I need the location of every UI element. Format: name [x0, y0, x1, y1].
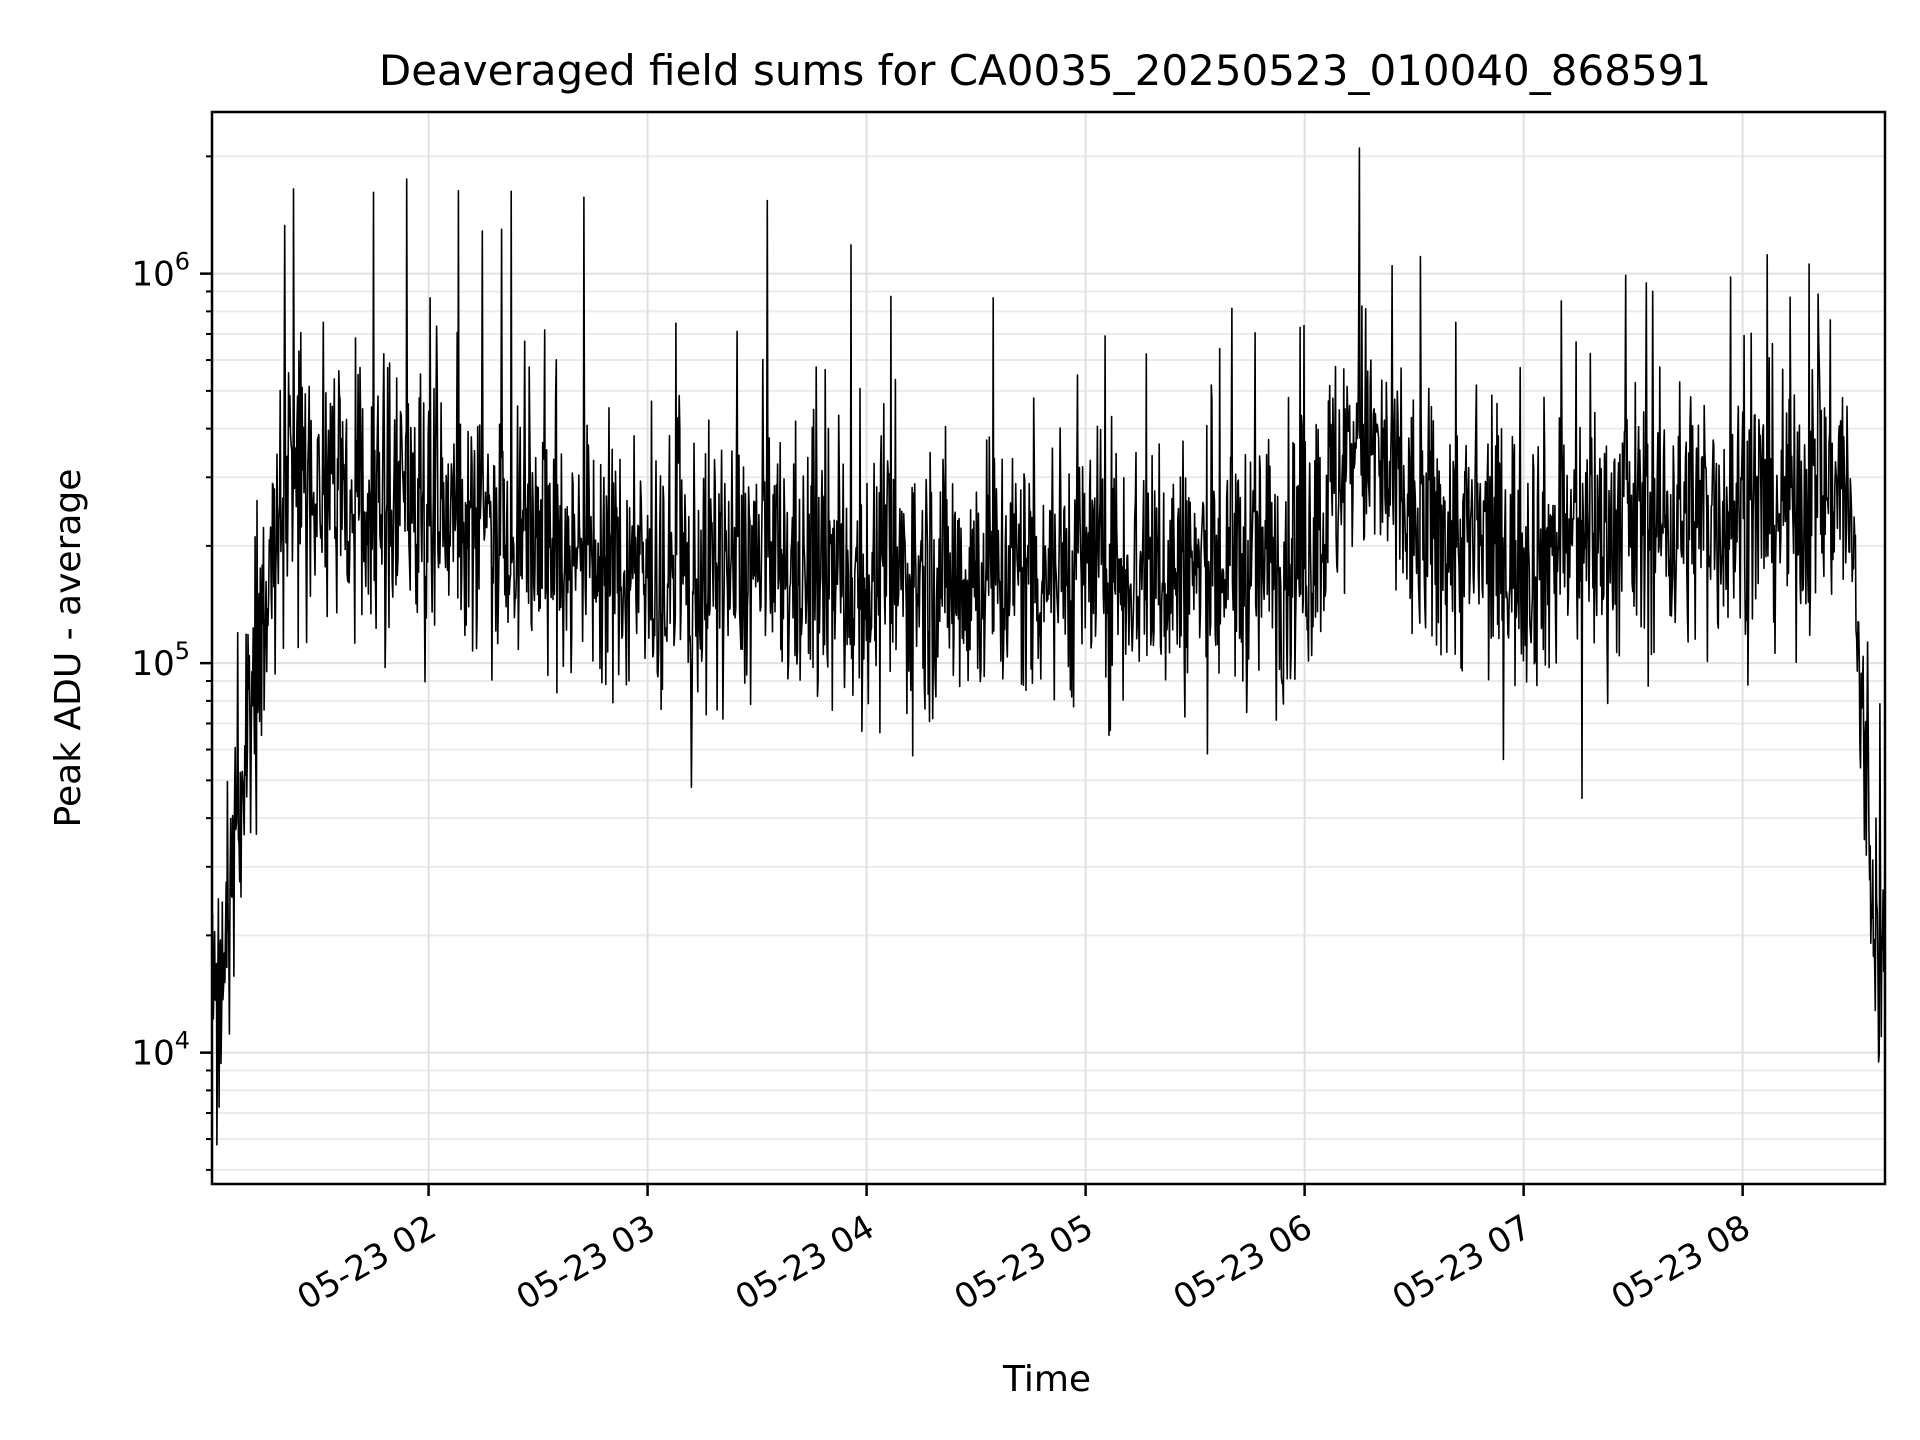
chart-title: Deaveraged field sums for CA0035_2025052… — [379, 46, 1711, 95]
x-tick-label: 05-23 03 — [510, 1207, 662, 1318]
y-axis-label: Peak ADU - average — [48, 469, 89, 828]
y-axis: 104 105 106 — [131, 155, 212, 1171]
y-tick-label: 106 — [131, 248, 190, 295]
x-axis-label: Time — [1002, 1359, 1091, 1400]
y-tick-label: 105 — [131, 637, 190, 684]
y-tick-label: 104 — [131, 1027, 190, 1074]
grid — [212, 112, 1885, 1184]
x-tick-label: 05-23 06 — [1167, 1207, 1319, 1318]
x-axis: 05-23 02 05-23 03 05-23 04 05-23 05 05-23 06… — [291, 1184, 1757, 1318]
plot-frame — [210, 110, 1887, 1186]
x-tick-label: 05-23 07 — [1386, 1207, 1538, 1318]
x-tick-label: 05-23 04 — [729, 1207, 881, 1318]
x-tick-label: 05-23 08 — [1605, 1207, 1757, 1318]
x-tick-label: 05-23 02 — [291, 1207, 443, 1318]
x-tick-label: 05-23 05 — [948, 1207, 1100, 1318]
series-line — [211, 147, 1886, 1146]
